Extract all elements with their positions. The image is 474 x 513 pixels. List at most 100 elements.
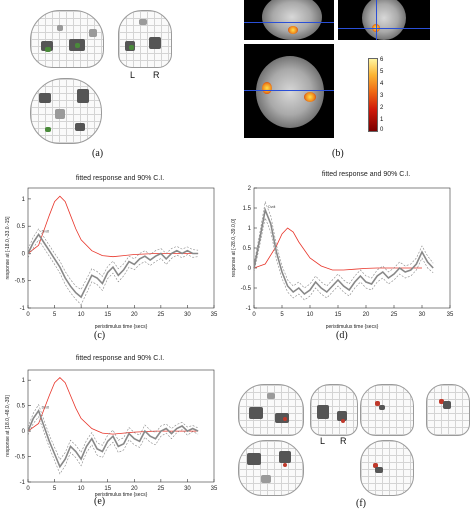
activation-blob bbox=[45, 127, 51, 132]
confidence-interval-line bbox=[27, 228, 199, 290]
x-tick-label: 0 bbox=[26, 486, 30, 492]
plot-frame bbox=[27, 187, 215, 309]
x-tick-label: 20 bbox=[131, 486, 138, 492]
confidence-interval-line bbox=[27, 416, 199, 475]
colorbar-tick: 4 bbox=[380, 81, 384, 87]
activation-blob bbox=[279, 451, 291, 463]
caption-f: (f) bbox=[356, 498, 366, 509]
y-tick-label: 2 bbox=[248, 186, 252, 192]
chart-e: fitted response and 90% C.I.0 5 10 15 20 25 30… bbox=[5, 355, 218, 498]
activation-blob bbox=[275, 413, 289, 423]
y-tick-label: 0 bbox=[22, 429, 26, 435]
x-tick-label: 35 bbox=[447, 312, 454, 318]
x-tick-label: 10 bbox=[307, 312, 314, 318]
x-tick-label: 15 bbox=[104, 312, 111, 318]
activation-blob bbox=[77, 89, 89, 103]
confidence-interval-line bbox=[27, 239, 199, 306]
activation-blob bbox=[249, 407, 263, 419]
chart-c: fitted response and 90% C.I.0 5 10 15 20 25 30… bbox=[5, 175, 218, 330]
x-tick-label: 30 bbox=[184, 486, 191, 492]
x-tick-label: 20 bbox=[131, 312, 138, 318]
canonical-hrf-line bbox=[27, 195, 199, 258]
colorbar bbox=[368, 58, 378, 132]
left-label: L bbox=[320, 436, 326, 446]
x-tick-label: 0 bbox=[252, 312, 256, 318]
x-tick-label: 30 bbox=[419, 312, 426, 318]
y-tick-label: -1 bbox=[20, 480, 26, 486]
activation-blob bbox=[373, 463, 378, 468]
confidence-interval-line bbox=[253, 200, 434, 289]
activation-blob bbox=[57, 25, 63, 31]
fitted-response-line bbox=[27, 408, 199, 469]
caption-d: (d) bbox=[336, 330, 348, 341]
glass-brain-sagittal-f bbox=[238, 384, 304, 436]
x-tick-label: 5 bbox=[280, 312, 284, 318]
y-tick-label: -1 bbox=[20, 306, 26, 312]
activation-blob bbox=[89, 29, 97, 37]
activation-blob bbox=[129, 45, 134, 50]
activation-blob bbox=[39, 93, 51, 103]
x-axis-label: peristimulus time {secs} bbox=[95, 492, 148, 498]
canonical-hrf-line bbox=[27, 377, 199, 435]
x-tick-label: 15 bbox=[335, 312, 342, 318]
confidence-interval-line bbox=[27, 403, 199, 461]
activation-hotspot bbox=[304, 92, 316, 102]
y-tick-label: 0.5 bbox=[17, 224, 26, 230]
caption-b: (b) bbox=[332, 148, 344, 159]
activation-blob bbox=[247, 453, 261, 465]
activation-blob bbox=[317, 405, 329, 419]
y-tick-label: 1.5 bbox=[243, 206, 252, 212]
y-tick-label: 0.5 bbox=[243, 246, 252, 252]
activation-blob bbox=[45, 47, 51, 52]
glass-brain-coronal-f2 bbox=[426, 384, 470, 436]
x-tick-label: 15 bbox=[104, 486, 111, 492]
curve-annotation: Dvdt bbox=[268, 205, 275, 209]
confidence-interval-line bbox=[253, 216, 434, 301]
activation-blob bbox=[283, 463, 287, 467]
glass-brain-coronal bbox=[118, 10, 172, 68]
curve-annotation: Dvdt bbox=[42, 229, 49, 233]
glass-brain-coronal-f bbox=[310, 384, 358, 436]
x-tick-label: 10 bbox=[78, 486, 85, 492]
activation-blob bbox=[379, 405, 385, 410]
glass-brain-axial bbox=[30, 78, 102, 144]
x-tick-label: 5 bbox=[53, 486, 57, 492]
activation-blob bbox=[375, 467, 383, 473]
colorbar-tick: 5 bbox=[380, 69, 384, 75]
caption-e: (e) bbox=[94, 496, 106, 507]
activation-blob bbox=[267, 393, 275, 399]
y-tick-label: -0.5 bbox=[241, 286, 252, 292]
glass-brain-axial-f bbox=[238, 440, 304, 496]
y-tick-label: 1 bbox=[248, 226, 252, 232]
activation-blob bbox=[75, 43, 80, 48]
y-tick-label: -1 bbox=[246, 306, 252, 312]
activation-blob bbox=[337, 411, 347, 421]
y-axis-label: response at [18.0,-48.0,-39] bbox=[5, 395, 11, 457]
y-tick-label: 0 bbox=[248, 266, 252, 272]
chart-d: fitted response and 90% C.I.0 5 10 15 20 25 30… bbox=[231, 171, 454, 330]
x-tick-label: 35 bbox=[211, 486, 218, 492]
y-axis-label: response at [-28.0,-39.0,0] bbox=[231, 218, 237, 277]
glass-brain-sagittal-f2 bbox=[360, 384, 414, 436]
y-tick-label: 0.5 bbox=[17, 404, 26, 410]
x-tick-label: 25 bbox=[158, 486, 165, 492]
colorbar-tick: 0 bbox=[380, 127, 384, 133]
y-tick-label: -0.5 bbox=[15, 455, 26, 461]
x-tick-label: 30 bbox=[184, 312, 191, 318]
colorbar-tick: 1 bbox=[380, 117, 384, 123]
x-tick-label: 35 bbox=[211, 312, 218, 318]
x-tick-label: 0 bbox=[26, 312, 30, 318]
x-tick-label: 25 bbox=[158, 312, 165, 318]
x-tick-label: 20 bbox=[363, 312, 370, 318]
left-label: L bbox=[130, 70, 136, 80]
caption-c: (c) bbox=[94, 330, 106, 341]
x-tick-label: 25 bbox=[391, 312, 398, 318]
curve-annotation: Dvdt bbox=[42, 406, 49, 410]
mri-sagittal-view bbox=[244, 0, 334, 40]
chart-title: fitted response and 90% C.I. bbox=[76, 175, 164, 182]
activation-hotspot bbox=[262, 82, 272, 94]
plot-frame bbox=[253, 187, 451, 309]
activation-blob bbox=[55, 109, 65, 119]
x-tick-label: 5 bbox=[53, 312, 57, 318]
activation-blob bbox=[139, 19, 147, 25]
